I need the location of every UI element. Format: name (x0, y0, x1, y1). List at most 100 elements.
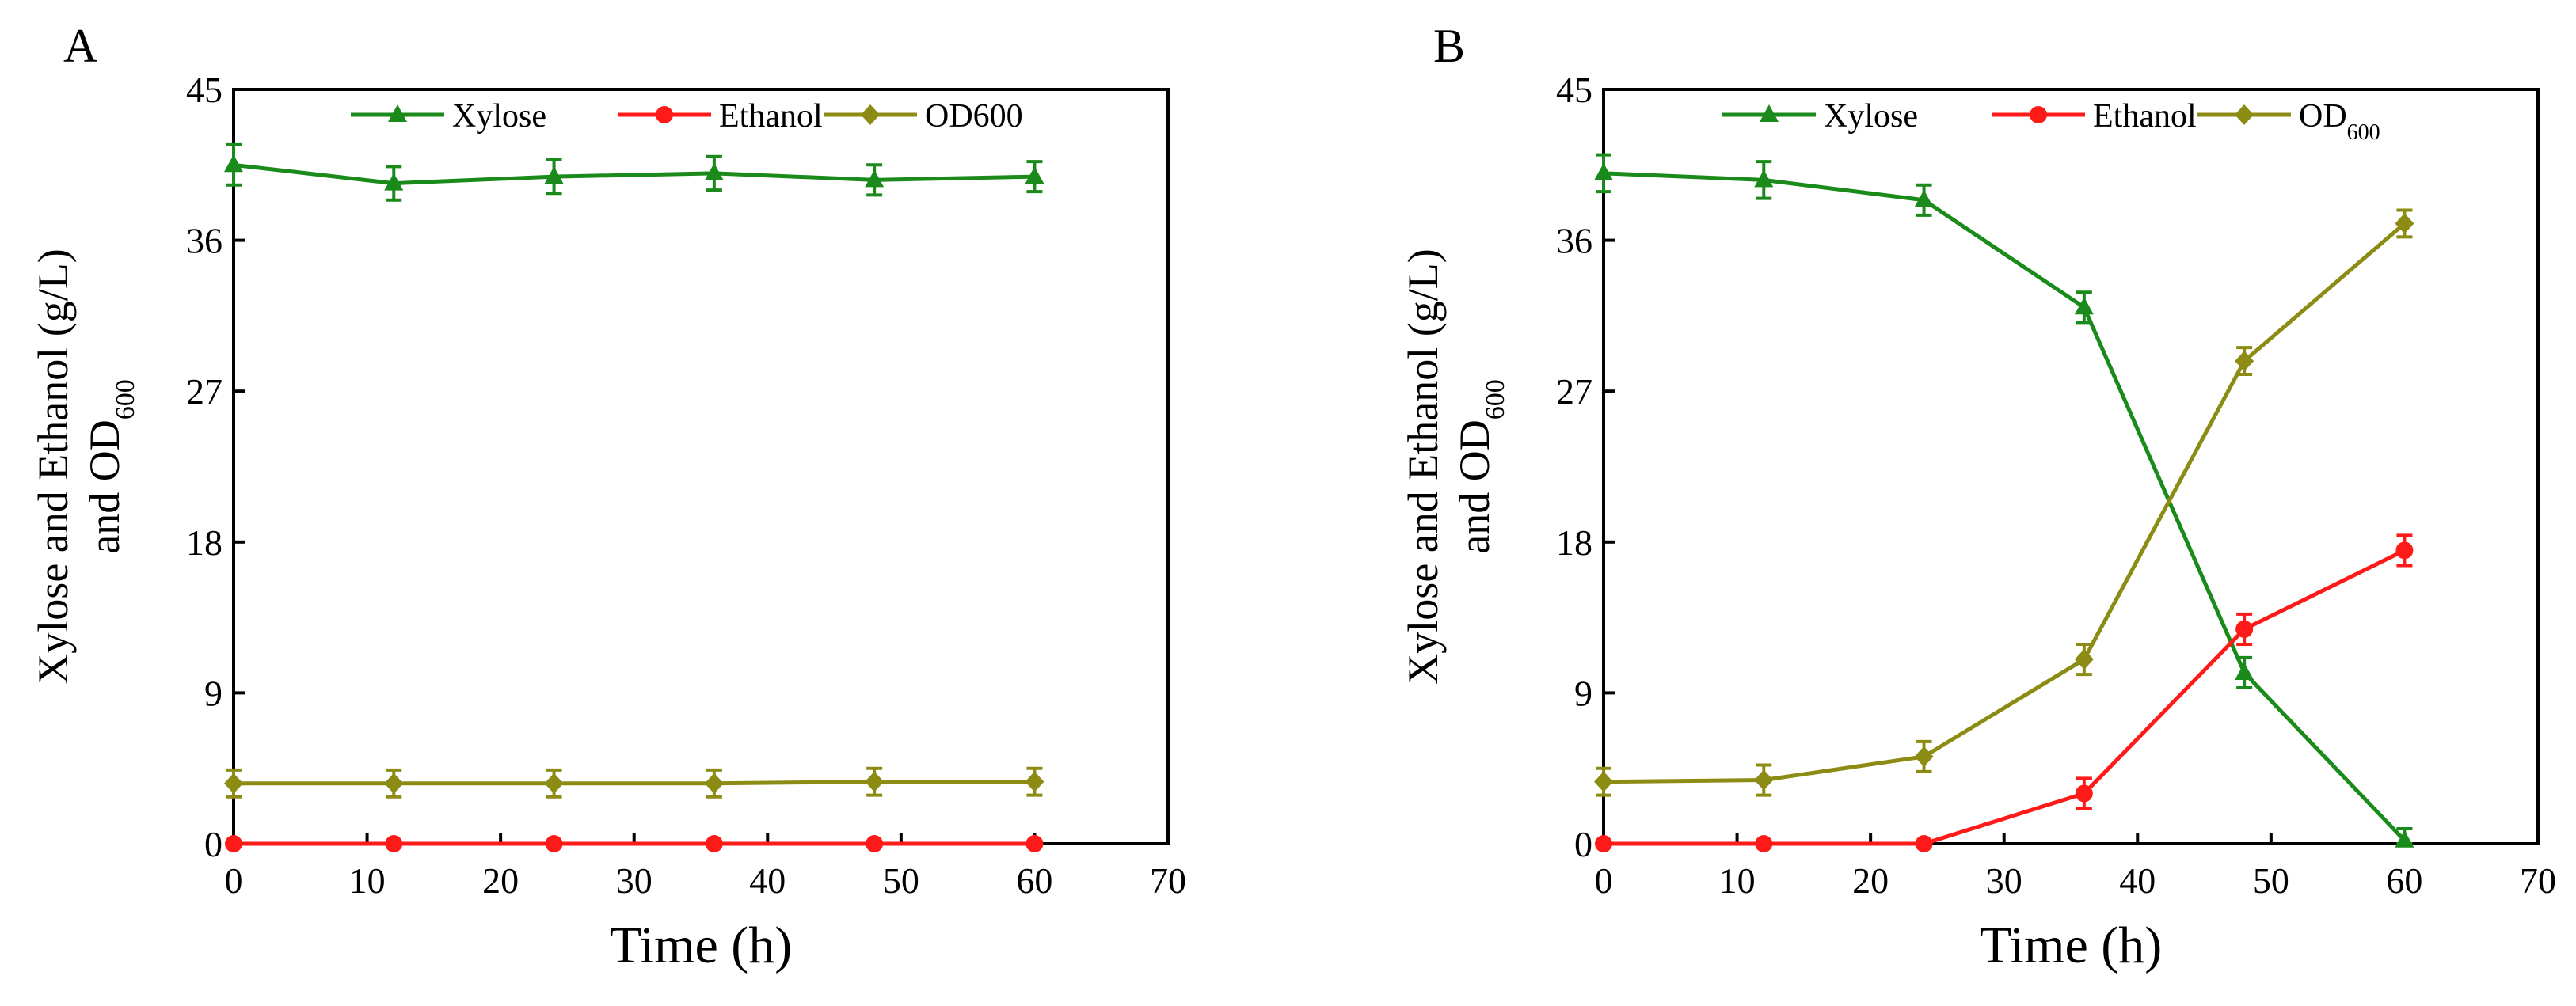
panel-b-x-tick-label: 70 (2520, 860, 2556, 901)
panel-a-ethanol-point (866, 835, 884, 852)
panel-b-od600-line (1603, 222, 2407, 784)
panel-b-label: B (1433, 20, 1465, 72)
panel-b: B 0 10 20 30 40 50 60 70 0 9 18 27 36 45 Time (h) Xylose… (1399, 20, 2556, 974)
panel-a-od600-point (384, 773, 404, 794)
panel-b-series-xylose (1594, 153, 2414, 848)
panel-a-legend-ethanol-label: Ethanol (719, 98, 823, 135)
panel-b-series-ethanol (1595, 533, 2414, 852)
panel-b-ethanol-point (1595, 835, 1612, 852)
panel-b-od600-point (1594, 771, 1613, 792)
panel-b-x-tick-label: 20 (1852, 860, 1889, 901)
panel-b-legend: Xylose Ethanol OD600 (1722, 98, 2380, 145)
panel-a-legend-xylose-label: Xylose (452, 98, 546, 135)
panel-a-xylose-point (384, 173, 404, 191)
panel-b-od600-point (2395, 213, 2414, 234)
panel-b-xylose-point (1594, 162, 1613, 180)
panel-b-ethanol-point (2395, 541, 2414, 560)
panel-b-legend-od600-marker (2235, 104, 2254, 125)
panel-b-ethanol-point (2075, 784, 2093, 803)
panel-b-legend-xylose-label: Xylose (1824, 98, 1918, 135)
panel-b-y-axis-title-line2: and OD600 (1451, 379, 1510, 553)
panel-b-y-tick-label: 36 (1556, 221, 1592, 261)
panel-b-od600-point (1914, 746, 1934, 767)
panel-b-legend-ethanol-label: Ethanol (2093, 98, 2197, 135)
panel-a-od600-point (1025, 771, 1044, 792)
panel-a-legend-od600-marker (861, 104, 880, 125)
panel-b-ethanol-point (1915, 835, 1933, 852)
panel-a-x-tick-label: 70 (1150, 860, 1186, 901)
panel-a-x-tick-label: 40 (749, 860, 786, 901)
panel-a-od600-line (234, 780, 1035, 786)
panel-b-xylose-point (2395, 829, 2414, 848)
panel-a-x-axis-title: Time (h) (610, 917, 792, 974)
panel-a-x-tick-label: 60 (1016, 860, 1052, 901)
panel-a-legend-od600-label: OD600 (925, 98, 1023, 135)
panel-a-legend-ethanol-marker (656, 106, 673, 123)
panel-b-y-tick-label: 45 (1556, 70, 1592, 110)
panel-a: A 0 10 20 30 40 50 60 70 0 9 18 27 36 45 Time (h) Xylose… (29, 20, 1186, 974)
panel-a-xylose-line (233, 162, 1035, 186)
panel-b-series-od600 (1594, 208, 2414, 797)
panel-b-od600-point (2235, 351, 2254, 372)
panel-a-y-tick-label: 36 (186, 221, 223, 261)
panel-b-ethanol-point (1755, 835, 1773, 852)
panel-b-legend-xylose-marker (1760, 104, 1779, 122)
panel-b-y-tick-label: 0 (1574, 824, 1592, 864)
panel-a-od600-point (544, 773, 564, 794)
panel-b-legend-ethanol-marker (2030, 106, 2047, 123)
panel-b-y-axis-title-line1: Xylose and Ethanol (g/L) (1399, 249, 1447, 684)
panel-a-ethanol-point (545, 835, 563, 852)
panel-a-ethanol-point (385, 835, 403, 852)
panel-a-y-axis-title-line1: Xylose and Ethanol (g/L) (29, 249, 77, 684)
panel-a-ethanol-point (1025, 835, 1044, 852)
panel-b-xylose-point (1914, 189, 1934, 207)
panel-b-x-tick-label: 10 (1719, 860, 1756, 901)
panel-a-series-ethanol (225, 835, 1044, 852)
panel-b-x-tick-label: 40 (2119, 860, 2156, 901)
panel-a-x-tick-label: 30 (616, 860, 653, 901)
panel-a-legend-xylose-marker (388, 104, 407, 122)
panel-a-x-tick-label: 10 (349, 860, 386, 901)
panel-b-x-axis-title: Time (h) (1980, 917, 2162, 974)
panel-a-ethanol-point (225, 835, 242, 852)
panel-a-xylose-point (704, 162, 724, 180)
panel-b-xylose-line (1603, 171, 2407, 842)
panel-a-y-tick-label: 18 (186, 522, 223, 563)
panel-a-legend: Xylose Ethanol OD600 (351, 98, 1023, 135)
panel-a-y-tick-label: 0 (204, 824, 223, 864)
panel-a-label: A (63, 20, 97, 72)
panel-b-ethanol-line (1604, 549, 2406, 846)
panel-a-xylose-point (865, 169, 885, 188)
panel-b-x-tick-label: 0 (1595, 860, 1613, 901)
panel-b-ethanol-point (2235, 620, 2254, 638)
panel-b-xylose-point (2235, 662, 2254, 680)
panel-b-y-tick-label: 27 (1556, 371, 1592, 412)
panel-a-od600-point (224, 773, 243, 794)
panel-a-x-tick-label: 50 (883, 860, 919, 901)
panel-b-od600-point (1754, 769, 1774, 791)
panel-a-x-tick-label: 20 (482, 860, 519, 901)
panel-b-y-tick-label: 18 (1556, 522, 1592, 563)
panel-b-frame (1602, 88, 2540, 845)
panel-a-y-tick-label: 45 (186, 70, 223, 110)
panel-b-x-tick-label: 30 (1986, 860, 2022, 901)
panel-a-xylose-point (224, 154, 243, 173)
panel-b-x-tick-label: 60 (2386, 860, 2422, 901)
panel-a-ethanol-point (705, 835, 723, 852)
panel-a-series-xylose (224, 142, 1044, 202)
panel-a-y-axis-title-line2: and OD600 (81, 379, 140, 553)
panel-a-series-od600 (224, 766, 1044, 799)
panel-a-od600-point (704, 773, 724, 794)
panel-b-y-tick-label: 9 (1574, 673, 1592, 713)
panel-a-xylose-point (1025, 166, 1044, 184)
panel-b-xylose-point (1754, 169, 1774, 188)
panel-a-x-tick-label: 0 (225, 860, 243, 901)
panel-a-y-tick-label: 9 (204, 673, 223, 713)
panel-b-xylose-point (2074, 297, 2094, 315)
panel-a-xylose-point (544, 166, 564, 184)
panel-a-y-tick-label: 27 (186, 371, 223, 412)
panel-a-frame (232, 88, 1170, 845)
panel-b-legend-od600-label: OD600 (2299, 98, 2380, 145)
panel-b-x-tick-label: 50 (2253, 860, 2289, 901)
